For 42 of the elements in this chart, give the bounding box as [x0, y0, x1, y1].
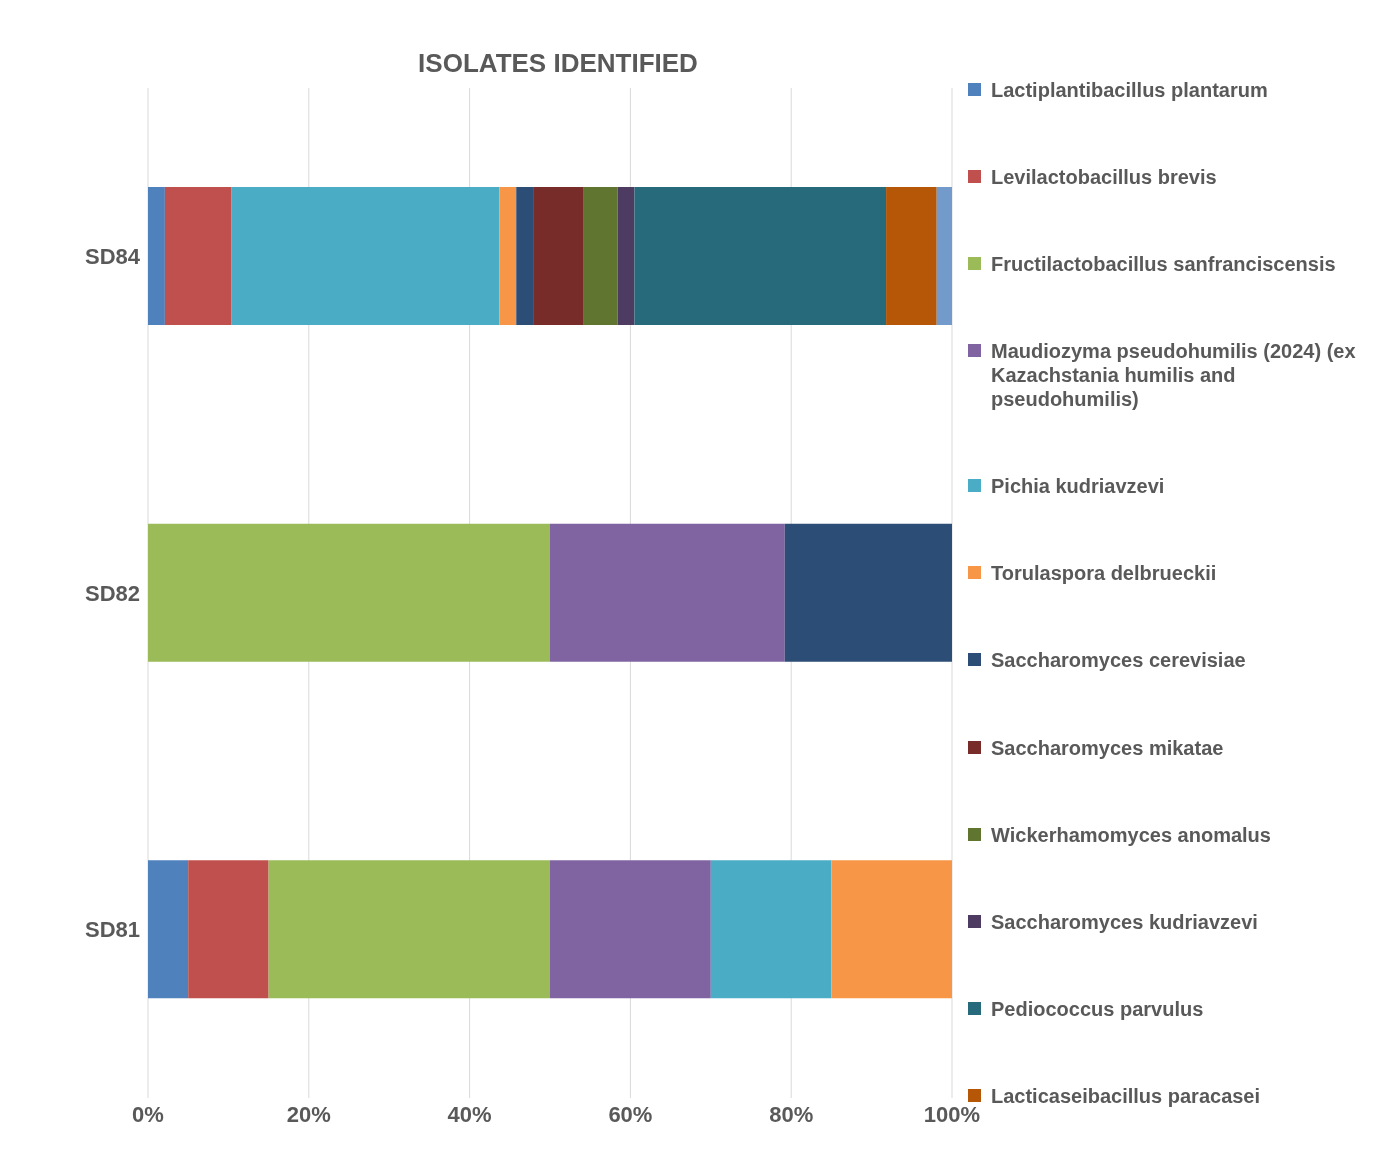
bar [533, 187, 584, 325]
x-tick-label: 0% [132, 1101, 164, 1127]
bar [148, 860, 189, 999]
legend-label: Saccharomyces mikatae [991, 735, 1224, 760]
legend-label: Maudiozyma pseudohumilis (2024) (ex Kazachstania humilis and pseudohumilis) [991, 339, 1357, 412]
bar [499, 187, 517, 325]
legend-label: Fructilactobacillus sanfranciscensis [991, 252, 1336, 277]
legend-label: Torulaspora delbrueckii [991, 561, 1217, 586]
bar [188, 860, 269, 999]
bar [268, 860, 550, 999]
bar [550, 523, 785, 662]
chart-title: ISOLATES IDENTIFIED [417, 48, 699, 79]
bar [148, 187, 165, 325]
legend-label: Pediococcus parvulus [991, 996, 1204, 1021]
legend-label: Levilactobacillus brevis [991, 165, 1217, 190]
legend-label: Saccharomyces cerevisiae [991, 648, 1246, 673]
x-tick-label: 20% [286, 1101, 331, 1127]
legend-label: Lactiplantibacillus plantarum [991, 78, 1268, 102]
x-tick-label: 100% [923, 1101, 981, 1127]
bar [148, 523, 550, 662]
bar [617, 187, 635, 325]
legend-label: Saccharomyces kudriavzevi [991, 909, 1258, 934]
bar [784, 523, 952, 662]
x-tick-label: 40% [447, 1101, 492, 1127]
bar [164, 187, 232, 325]
bar [886, 187, 937, 325]
bar [634, 187, 887, 325]
bar [936, 187, 952, 325]
bar [831, 860, 952, 999]
x-tick-label: 60% [608, 1101, 653, 1127]
bar [231, 187, 500, 325]
legend-label: Wickerhamomyces anomalus [991, 822, 1271, 847]
bar [516, 187, 534, 325]
bar [550, 860, 711, 999]
legend-label: Pichia kudriavzevi [991, 474, 1165, 499]
legend-label: Lacticaseibacillus paracasei [991, 1083, 1261, 1108]
y-tick-label: SD84 [84, 244, 141, 270]
bar [710, 860, 832, 999]
bar [583, 187, 618, 325]
y-tick-label: SD82 [84, 580, 140, 606]
y-tick-label: SD81 [84, 917, 140, 943]
x-tick-label: 80% [769, 1101, 814, 1127]
